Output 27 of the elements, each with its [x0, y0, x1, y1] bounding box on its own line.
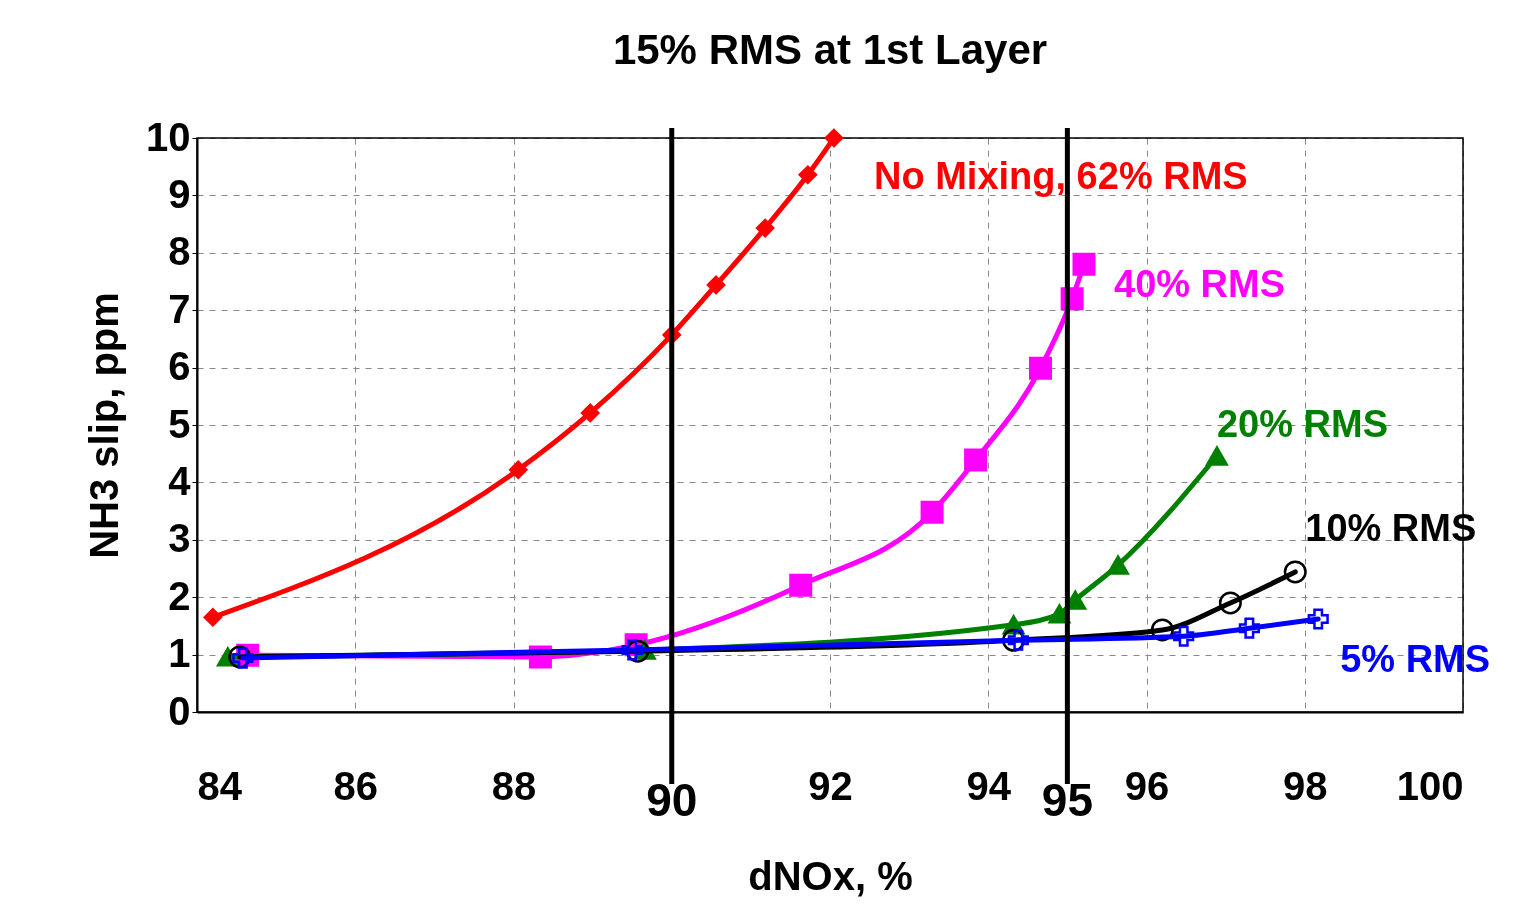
y-tick-label: 2: [168, 573, 191, 618]
y-tick-label: 5: [168, 401, 191, 446]
x-axis-title: dNOx, %: [748, 853, 913, 898]
x-tick-label: 96: [1124, 763, 1170, 808]
y-tick-label: 8: [168, 229, 191, 274]
y-axis-title: NH3 slip, ppm: [82, 292, 127, 559]
x-tick-label: 98: [1283, 763, 1328, 808]
y-tick-label: 10: [146, 114, 191, 159]
x-tick-label: 86: [333, 763, 378, 808]
y-tick-label: 0: [168, 688, 191, 733]
chart-title: 15% RMS at 1st Layer: [612, 26, 1048, 73]
x-tick-label: 84: [197, 763, 243, 808]
y-tick-label: 9: [168, 171, 191, 216]
y-tick-label: 3: [168, 516, 191, 561]
x-tick-label: 100: [1396, 763, 1464, 808]
y-tick-label: 7: [168, 286, 191, 331]
series-label: 20% RMS: [1216, 403, 1388, 445]
y-tick-label: 1: [168, 631, 191, 676]
y-tick-label: 6: [168, 344, 191, 389]
x-tick-label: 88: [491, 763, 537, 808]
series-label: 40% RMS: [1113, 263, 1286, 306]
x-tick-label: 94: [966, 763, 1012, 808]
y-tick-label: 4: [168, 458, 192, 503]
ref-line-label: 90: [646, 774, 698, 826]
ref-line-label: 95: [1041, 774, 1093, 826]
series-label: No Mixing, 62% RMS: [873, 155, 1248, 197]
x-tick-label: 92: [808, 763, 853, 808]
